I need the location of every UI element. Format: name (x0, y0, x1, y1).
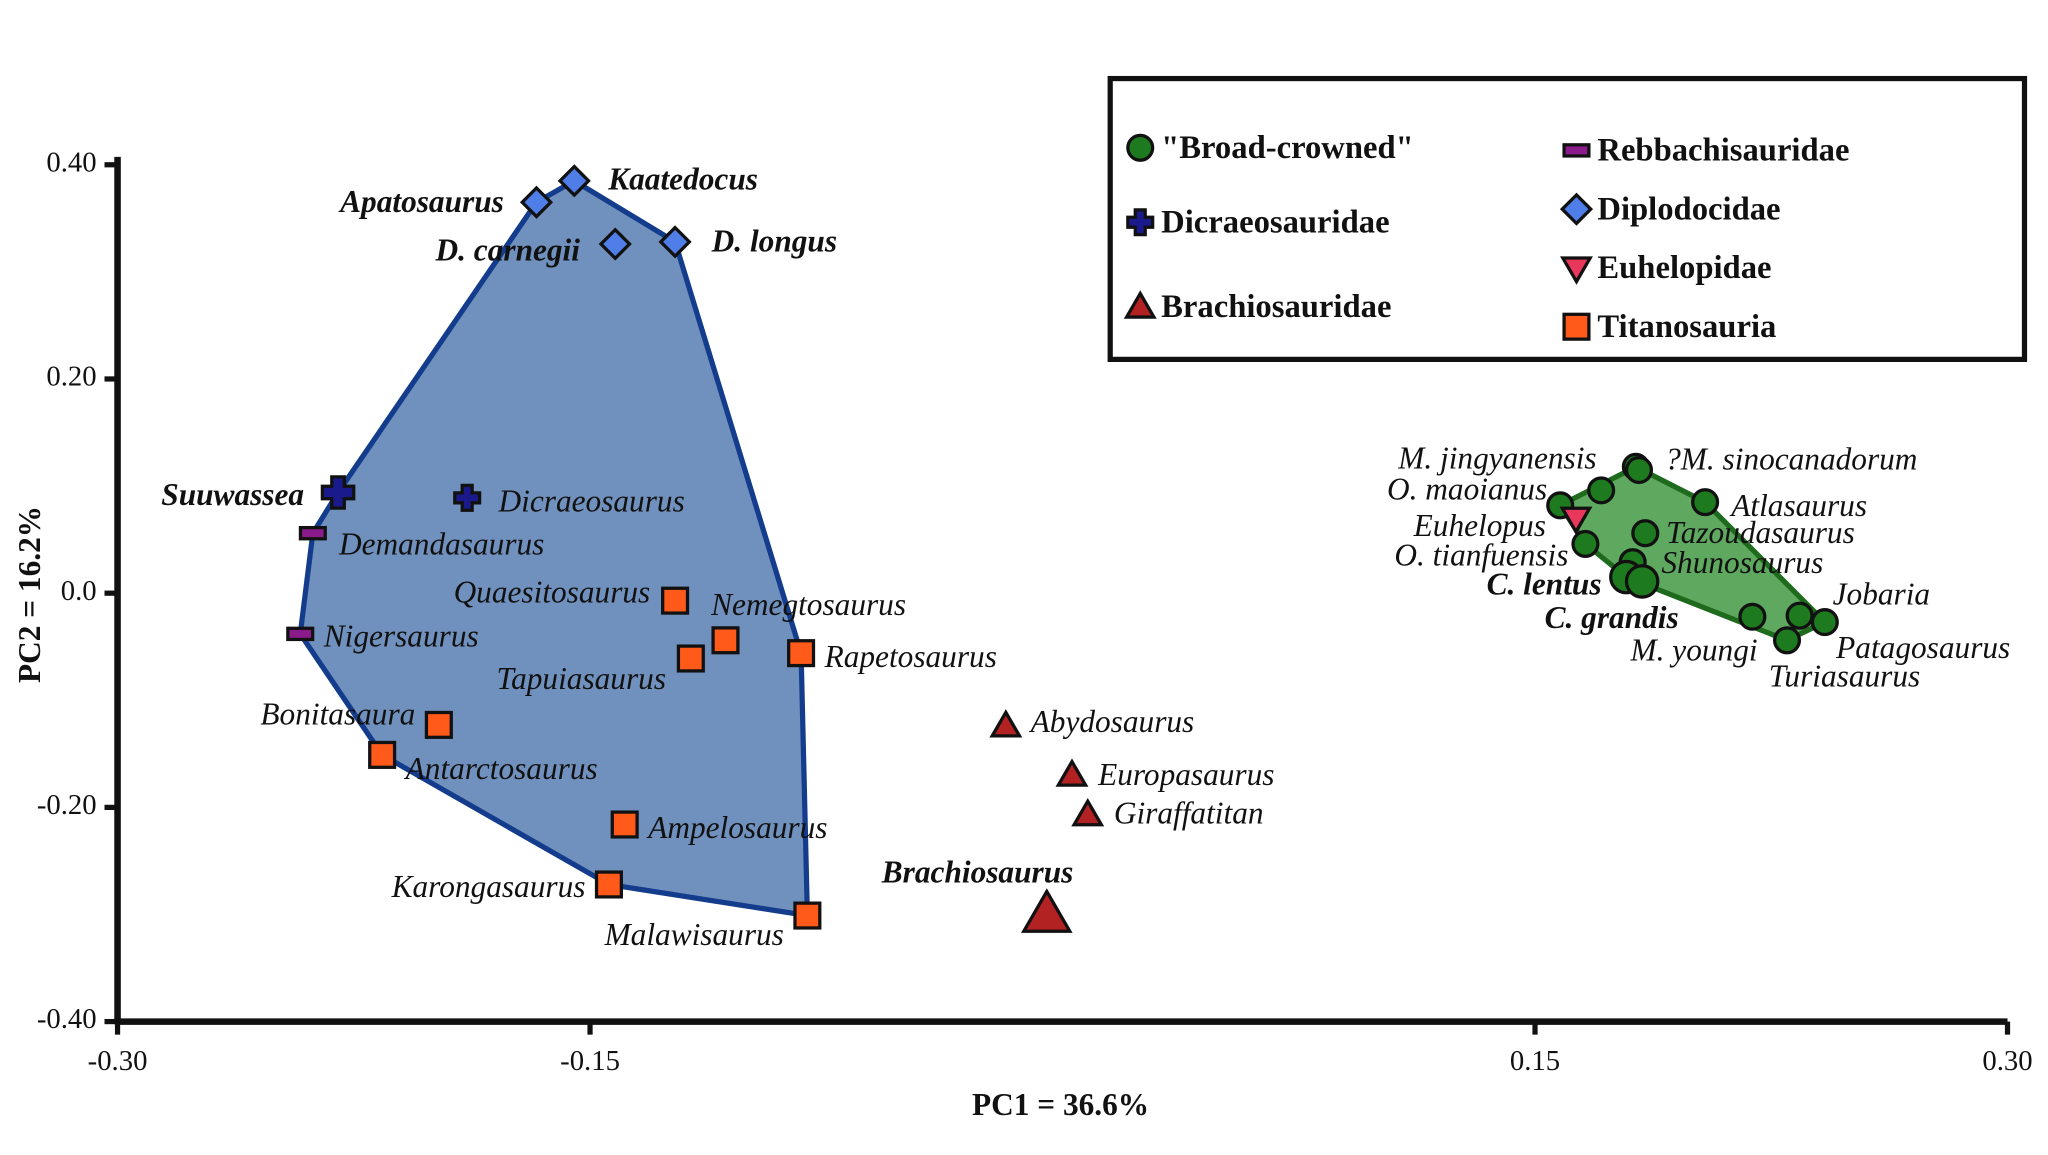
legend-label: Rebbachisauridae (1597, 133, 1849, 169)
marker (676, 644, 705, 673)
marker (1587, 476, 1616, 505)
marker (286, 626, 315, 642)
axes: 0.40 0.20 0.0 -0.20 -0.40 -0.30 -0.15 0.15 0.30 (37, 146, 2033, 1077)
marker (1126, 133, 1155, 162)
legend-label: Diplodocidae (1597, 191, 1780, 227)
point-label: Patagosaurus (1835, 630, 2010, 665)
point-label: C. lentus (1487, 567, 1602, 602)
point-label: Dicraeosaurus (498, 484, 685, 519)
point-label: M. youngi (1630, 632, 1758, 667)
point-label: Malawisaurus (604, 917, 784, 952)
point-label: Euhelopus (1413, 508, 1546, 543)
marker (557, 164, 591, 198)
marker (658, 225, 692, 259)
marker (1559, 506, 1593, 536)
legend-label: Brachiosauridae (1161, 289, 1391, 325)
marker (1772, 626, 1802, 655)
point-label: Rapetosaurus (824, 639, 997, 674)
point-label: O. maoianus (1387, 471, 1547, 506)
marker (1691, 488, 1720, 517)
point-label: Tazoudasaurus (1666, 515, 1855, 550)
y-tick-label: 0.0 (61, 575, 97, 607)
y-axis-title: PC2 = 16.2% (12, 506, 47, 683)
marker (1785, 601, 1814, 630)
point-label: Quaesitosaurus (454, 575, 651, 610)
legend-label: "Broad-crowned" (1161, 130, 1414, 166)
marker (594, 870, 623, 899)
marker (989, 709, 1023, 738)
marker (519, 185, 554, 219)
marker (787, 639, 816, 668)
marker (793, 901, 822, 930)
point-label: Suuwassea (161, 477, 304, 512)
point-label: ?M. sinocanadorum (1665, 441, 1917, 476)
x-tick-label: -0.15 (560, 1045, 620, 1077)
marker (1624, 455, 1654, 485)
point-label: Antarctosaurus (404, 751, 598, 786)
marker (1624, 564, 1660, 599)
x-axis-title: PC1 = 36.6% (972, 1087, 1149, 1122)
marker (453, 483, 482, 512)
marker (1126, 208, 1155, 237)
x-tick-label: -0.30 (88, 1045, 148, 1077)
x-tick-label: 0.15 (1510, 1045, 1560, 1077)
legend: "Broad-crowned" Dicraeosauridae Brachiosau… (1123, 130, 1849, 345)
points: M. jingyanensis ?M. sinocanadorum O. maoia… (161, 161, 2010, 952)
marker (1560, 256, 1593, 285)
marker (1055, 758, 1089, 787)
marker (711, 626, 740, 655)
point-label: D. carnegii (435, 232, 581, 267)
marker (1571, 529, 1600, 558)
legend-label: Euhelopidae (1597, 250, 1771, 286)
point-label: Ampelosaurus (646, 810, 827, 845)
marker (1123, 290, 1157, 319)
legend-label: Dicraeosauridae (1161, 204, 1389, 240)
point-label: Tapuiasaurus (497, 661, 666, 696)
marker (1738, 602, 1767, 631)
marker (1631, 519, 1660, 548)
x-tick-label: 0.30 (1982, 1045, 2032, 1077)
point-label: Apatosaurus (338, 184, 504, 219)
marker (1020, 888, 1073, 933)
marker (1071, 797, 1105, 827)
point-label: Nemegtosaurus (710, 587, 906, 622)
marker (1559, 192, 1594, 226)
point-label: O. tianfuensis (1394, 537, 1568, 572)
point-label: Europasaurus (1097, 757, 1274, 792)
marker (1810, 608, 1839, 637)
point-label: Karongasaurus (391, 869, 586, 904)
point-label: Nigersaurus (323, 618, 479, 653)
point-label: Atlasaurus (1729, 488, 1867, 523)
marker (598, 227, 632, 261)
point-label: Jobaria (1833, 576, 1930, 611)
point-label: Demandasaurus (338, 527, 544, 562)
marker (368, 740, 397, 769)
y-tick-label: -0.20 (37, 789, 97, 821)
point-label: Shunosaurus (1661, 545, 1823, 580)
point-label: Brachiosaurus (881, 854, 1074, 889)
y-tick-label: 0.20 (46, 361, 96, 393)
marker (424, 710, 453, 739)
marker (298, 525, 327, 541)
point-label: M. jingyanensis (1397, 441, 1596, 476)
point-label: Bonitasaura (260, 696, 415, 731)
point-label: Turiasaurus (1769, 659, 1921, 694)
y-tick-label: -0.40 (37, 1003, 97, 1035)
y-tick-label: 0.40 (46, 146, 96, 178)
legend-label: Titanosauria (1597, 309, 1776, 345)
marker (610, 810, 639, 839)
legend-box (1107, 75, 2028, 362)
marker (1562, 143, 1591, 158)
point-label: Giraffatitan (1114, 795, 1264, 830)
point-label: D. longus (711, 224, 837, 259)
marker (661, 586, 690, 615)
point-label: Kaatedocus (607, 161, 758, 196)
marker (320, 475, 356, 510)
marker (1562, 312, 1591, 341)
point-label: Abydosaurus (1029, 704, 1195, 739)
point-label: C. grandis (1545, 600, 1679, 635)
